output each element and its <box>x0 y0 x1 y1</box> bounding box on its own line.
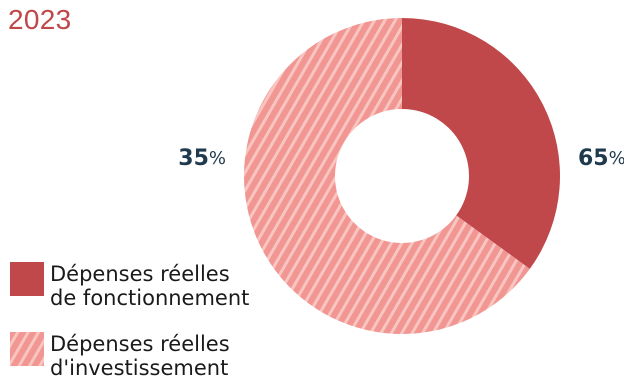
legend-swatch-1 <box>10 332 44 366</box>
slices-group <box>243 18 560 335</box>
chart-title: 2023 <box>8 4 72 35</box>
legend-label-line: Dépenses réelles <box>50 332 230 356</box>
legend-label-line: de fonctionnement <box>50 286 249 310</box>
legend-label-line: Dépenses réelles <box>50 262 230 286</box>
percent-sign-0: % <box>609 148 624 169</box>
donut-slice-0 <box>402 18 560 269</box>
percent-value-0: 65 <box>578 146 609 171</box>
percent-sign-1: % <box>209 148 226 169</box>
legend-label-0: Dépenses réelles de fonctionnement <box>50 262 249 310</box>
legend-label-1: Dépenses réelles d'investissement <box>50 332 230 380</box>
legend: Dépenses réelles de fonctionnementDépense… <box>10 262 249 380</box>
legend-swatch-0 <box>10 262 44 296</box>
percent-labels: 65%35% <box>178 146 624 171</box>
percent-label-0: 65% <box>578 146 624 171</box>
legend-label-line: d'investissement <box>50 356 228 380</box>
percent-label-1: 35% <box>178 146 226 171</box>
donut-slice-1 <box>243 18 530 335</box>
percent-value-1: 35 <box>178 146 209 171</box>
